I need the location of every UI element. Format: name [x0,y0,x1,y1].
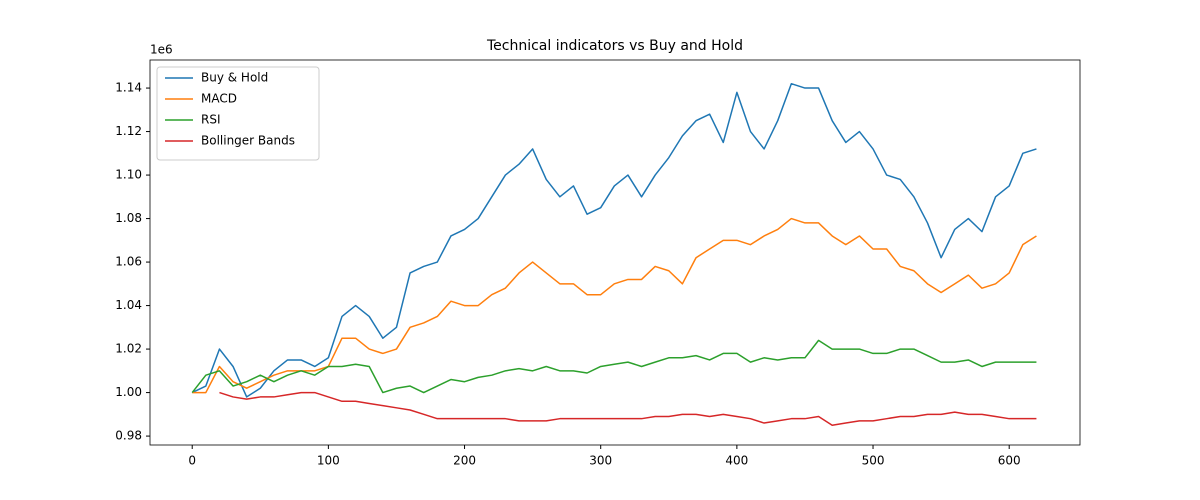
y-tick-label: 1.14 [115,81,142,95]
y-tick-label: 1.10 [115,168,142,182]
x-tick-label: 500 [862,454,885,468]
y-tick-label: 1.04 [115,298,142,312]
y-offset-label: 1e6 [150,43,173,57]
legend-label: Buy & Hold [201,71,268,85]
legend-label: MACD [201,92,237,106]
series-line [219,391,1037,426]
x-tick-label: 300 [589,454,612,468]
y-tick-label: 1.00 [115,385,142,399]
legend-label: Bollinger Bands [201,134,295,148]
y-tick-label: 1.12 [115,124,142,138]
x-tick-label: 600 [998,454,1021,468]
series-line [191,339,1037,394]
chart-title: Technical indicators vs Buy and Hold [486,38,743,54]
legend-box [156,66,320,161]
x-tick-label: 200 [453,454,476,468]
x-tick-label: 100 [317,454,340,468]
series-line [191,82,1037,398]
legend-label: RSI [201,113,221,127]
y-tick-label: 0.98 [115,429,142,443]
plot-frame [149,59,1081,446]
x-tick-label: 0 [188,454,196,468]
y-tick-label: 1.08 [115,211,142,225]
series-line [192,217,1037,394]
y-tick-label: 1.06 [115,255,142,269]
y-tick-label: 1.02 [115,342,142,356]
x-tick-label: 400 [725,454,748,468]
